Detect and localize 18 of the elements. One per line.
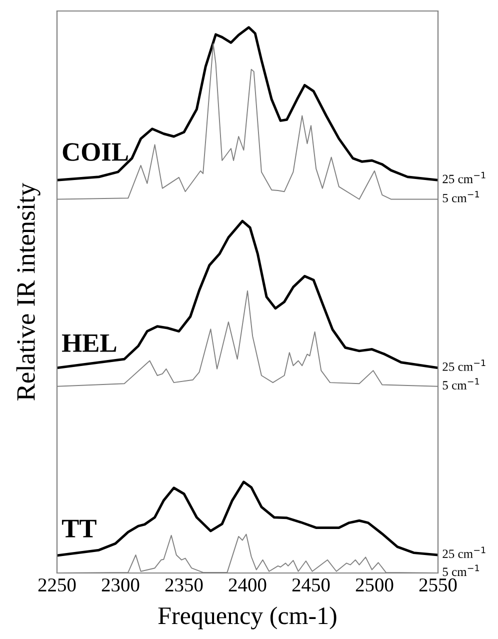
x-axis-title: Frequency (cm-1)	[158, 606, 336, 630]
series-label: 25 cm$^{−1}$	[442, 546, 486, 558]
series-label: 5 cm$^{−1}$	[442, 378, 480, 390]
x-tick-label: 2450	[292, 578, 330, 592]
annotation: COIL	[62, 143, 128, 161]
x-tick-label: 2250	[38, 578, 76, 592]
x-tick-label: 2350	[165, 578, 203, 592]
series-label: 5 cm$^{−1}$	[442, 564, 480, 576]
x-tick-label: 2300	[102, 578, 140, 592]
annotation: HEL	[62, 334, 116, 352]
x-tick-label: 2400	[228, 578, 266, 592]
series-label: 25 cm$^{−1}$	[442, 360, 486, 371]
y-axis-title: Relative IR intensity	[16, 182, 40, 400]
x-tick-label: 2500	[356, 578, 394, 592]
series-label: 5 cm$^{−1}$	[442, 191, 480, 202]
annotation: TT	[62, 520, 96, 538]
series-label: 25 cm$^{−1}$	[442, 172, 486, 184]
x-tick-label: 2550	[419, 578, 457, 592]
